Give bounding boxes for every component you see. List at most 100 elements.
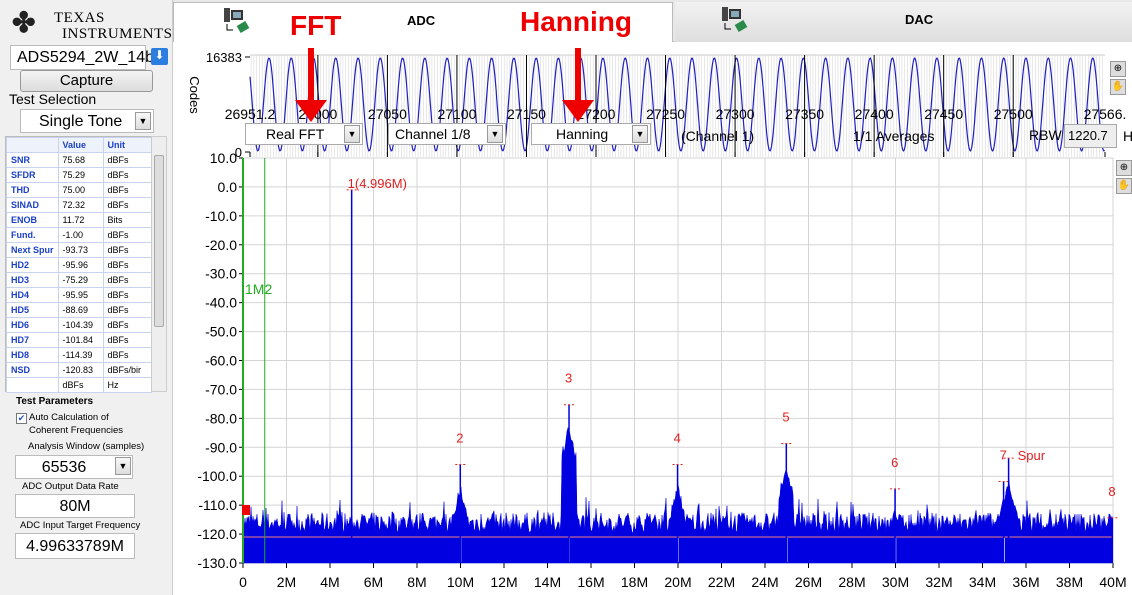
fft-x-tick-label: 18M [621,574,648,590]
computer-board-icon [222,7,252,33]
rbw-value: 1220.7 [1064,124,1117,148]
channel-select[interactable]: Channel 1/8 ▼ [388,123,506,145]
time-x-tick-label: 27566. [1084,106,1127,122]
output-rate-field[interactable]: 80M [15,494,135,518]
logo-text-1: Texas [54,10,105,26]
metric-value: -75.29 [57,272,104,288]
metric-value: -101.84 [57,332,104,348]
fft-y-tick-label: -60.0 [205,353,237,369]
fft-x-tick-label: 36M [1012,574,1039,590]
fft-x-tick-label: 32M [925,574,952,590]
results-scrollbar[interactable] [151,136,167,392]
output-rate-label: ADC Output Data Rate [22,481,119,492]
tab-dac[interactable]: DAC [675,2,1132,42]
metric-value: dBFs [57,377,104,393]
scrollbar-thumb[interactable] [154,155,164,327]
metric-unit: dBFs [102,167,153,183]
table-row: dBFs Hz [6,377,153,393]
peak-label: 1(4.996M) [348,176,407,191]
peak-label: 6 [891,455,898,470]
test-selection-select[interactable]: Single Tone ▼ [20,109,154,133]
capture-button[interactable]: Capture [20,70,153,92]
table-row: HD7 -101.84 dBFs [6,332,153,348]
fft-y-tick-label: -90.0 [205,439,237,455]
auto-calc-checkbox[interactable]: ✔ [16,413,27,424]
fft-x-tick-label: 4M [320,574,339,590]
fft-y-tick-label: -100.0 [197,468,237,484]
averages-label: 1/1 Averages [853,128,935,144]
analysis-window-select[interactable]: 65536 ▼ [15,455,133,479]
auto-calc-label: Auto Calculation of Coherent Frequencies [29,412,123,436]
input-frequency-field[interactable]: 4.99633789M [15,533,135,559]
chevron-down-icon: ▼ [632,125,648,143]
table-row: SINAD 72.32 dBFs [6,197,153,213]
peak-label: 2 [456,431,463,446]
test-selection-label: Test Selection [9,91,97,107]
time-y-tick-label: 0 [235,145,242,160]
time-y-axis-label: Codes [187,76,202,114]
channel-value: Channel 1/8 [395,126,471,142]
test-selection-value: Single Tone [39,113,123,130]
metric-name: HD3 [6,272,59,288]
cursor-handle [242,505,250,515]
analysis-window-value: 65536 [41,459,87,476]
metric-name: SINAD [6,197,59,213]
rbw-label: RBW [1029,127,1062,143]
cursor-label: 1M2 [245,281,272,297]
device-select[interactable]: ADS5294_2W_14b [10,45,154,70]
header-cell: Unit [102,137,153,153]
left-panel: ✤ Texas Instruments ADS5294_2W_14b ⬇ Cap… [0,0,173,595]
download-arrow-icon[interactable]: ⬇ [151,48,168,65]
peak-label: 4 [674,430,681,445]
fft-y-tick-label: -10.0 [205,208,237,224]
fft-x-tick-label: 10M [447,574,474,590]
fft-type-select[interactable]: Real FFT ▼ [245,123,363,145]
chevron-down-icon: ▼ [115,457,131,475]
fft-y-tick-label: -20.0 [205,237,237,253]
fft-x-tick-label: 26M [795,574,822,590]
zoom-icon[interactable]: ⊕ [1110,61,1126,77]
metric-name: HD8 [6,347,59,363]
fft-x-tick-label: 6M [364,574,383,590]
fft-y-tick-label: -40.0 [205,295,237,311]
results-table-wrap: Value Unit SNR 75.68 dBFs SFDR 75.29 dBFs THD 75.… [5,136,153,393]
table-row: SFDR 75.29 dBFs [6,167,153,183]
fft-x-tick-label: 30M [882,574,909,590]
ti-logo-mark-icon: ✤ [12,6,36,39]
metric-unit: dBFs [102,242,153,258]
fft-y-tick-label: -80.0 [205,410,237,426]
fft-x-tick-label: 2M [277,574,296,590]
fft-x-tick-label: 28M [838,574,865,590]
metric-unit: dBFs [102,287,153,303]
peak-label: 8 [1108,484,1115,499]
zoom-icon[interactable]: ⊕ [1116,160,1132,176]
peak-label: 3 [565,371,572,386]
pan-hand-icon[interactable]: ✋ [1110,79,1126,95]
fft-x-tick-label: 40M [1099,574,1126,590]
input-frequency-label: ADC Input Target Frequency [20,520,141,531]
tab-adc-label: ADC [407,13,436,28]
fft-y-tick-label: -70.0 [205,381,237,397]
fft-type-value: Real FFT [266,126,325,142]
window-select[interactable]: Hanning ▼ [531,123,651,145]
peak-label: 7 [1000,448,1007,463]
fft-x-tick-label: 22M [708,574,735,590]
fft-x-tick-label: 16M [577,574,604,590]
tab-adc[interactable]: ADC [173,2,673,42]
tab-dac-label: DAC [905,12,934,27]
table-row: SNR 75.68 dBFs [6,152,153,168]
fft-x-tick-label: 24M [751,574,778,590]
table-row: HD6 -104.39 dBFs [6,317,153,333]
channel-info: (Channel 1) [681,128,755,144]
time-y-tick-label: 16383 [206,50,242,65]
metric-name: HD6 [6,317,59,333]
fft-y-tick-label: 10.0 [210,150,237,166]
pan-hand-icon[interactable]: ✋ [1116,178,1132,194]
metric-value: -88.69 [57,302,104,318]
metric-name: NSD [6,362,59,378]
test-parameters-title: Test Parameters [16,396,94,407]
table-row: HD3 -75.29 dBFs [6,272,153,288]
fft-x-tick-label: 12M [490,574,517,590]
peak-label: 5 [782,409,789,424]
